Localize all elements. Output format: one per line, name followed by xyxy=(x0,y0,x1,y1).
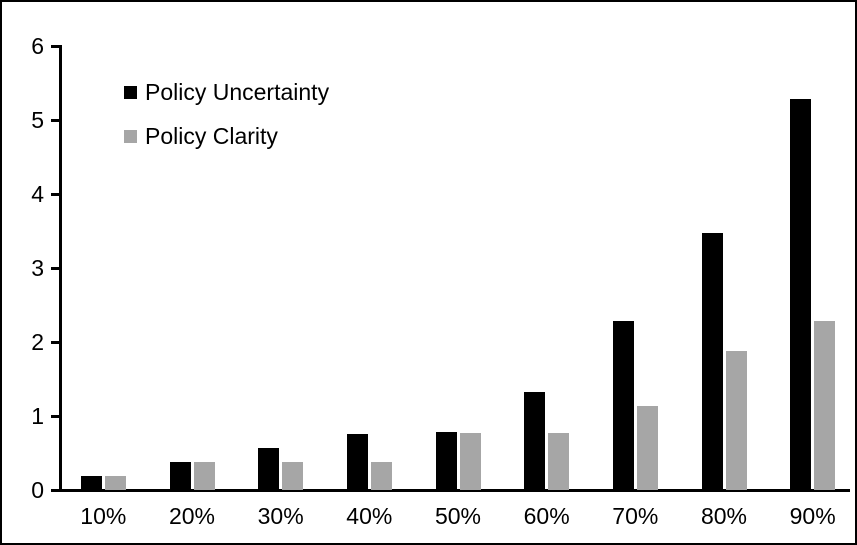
bar-policy-clarity xyxy=(548,433,570,490)
x-axis-tick-label: 20% xyxy=(168,503,215,529)
y-axis-tick-label: 1 xyxy=(31,403,44,429)
y-axis-tick-label: 6 xyxy=(31,33,44,59)
y-axis-tick xyxy=(51,489,59,492)
x-axis-tick-label: 50% xyxy=(434,503,481,529)
x-axis-tick-label: 40% xyxy=(346,503,393,529)
x-axis-tick-label: 10% xyxy=(80,503,127,529)
y-axis-tick-label: 4 xyxy=(31,181,44,207)
y-axis-tick-label: 2 xyxy=(31,329,44,355)
bar-policy-clarity xyxy=(636,405,658,490)
x-axis-tick-label: 60% xyxy=(523,503,570,529)
x-axis-tick-label: 70% xyxy=(612,503,659,529)
bar-policy-uncertainty xyxy=(435,432,457,490)
y-axis-tick xyxy=(51,45,59,48)
bar-policy-clarity xyxy=(814,321,836,490)
bar-policy-clarity xyxy=(725,350,747,490)
x-axis-tick-label: 80% xyxy=(700,503,747,529)
bar-policy-clarity xyxy=(459,433,481,490)
y-axis-tick xyxy=(51,193,59,196)
legend: Policy Uncertainty Policy Clarity xyxy=(124,79,330,168)
legend-swatch-policy-clarity-icon xyxy=(124,130,137,143)
y-axis-tick-label: 5 xyxy=(31,107,44,133)
legend-label-policy-uncertainty: Policy Uncertainty xyxy=(145,79,330,105)
legend-swatch-policy-uncertainty-icon xyxy=(124,86,137,99)
x-axis-line xyxy=(51,489,850,492)
x-axis-tick-label: 90% xyxy=(789,503,836,529)
bar-policy-clarity xyxy=(282,461,304,490)
y-axis-tick xyxy=(51,415,59,418)
y-axis-tick xyxy=(51,341,59,344)
legend-item-policy-uncertainty: Policy Uncertainty xyxy=(124,79,330,105)
legend-item-policy-clarity: Policy Clarity xyxy=(124,123,329,149)
y-axis-tick-label: 3 xyxy=(31,255,44,281)
y-axis-tick xyxy=(51,267,59,270)
bar-policy-clarity xyxy=(370,461,392,490)
bar-policy-uncertainty xyxy=(80,475,102,490)
y-axis-line xyxy=(59,45,62,492)
bar-policy-uncertainty xyxy=(612,320,634,490)
bar-policy-clarity xyxy=(104,475,126,490)
legend-label-policy-clarity: Policy Clarity xyxy=(145,123,278,149)
bar-policy-uncertainty xyxy=(524,392,546,490)
bar-policy-uncertainty xyxy=(258,447,280,490)
bar-policy-clarity xyxy=(193,461,215,490)
x-axis-tick-label: 30% xyxy=(257,503,304,529)
bar-policy-uncertainty xyxy=(169,461,191,490)
y-axis-tick-label: 0 xyxy=(31,477,44,503)
bar-policy-uncertainty xyxy=(346,433,368,490)
bar-policy-uncertainty xyxy=(790,99,812,490)
y-axis-tick xyxy=(51,119,59,122)
bar-policy-uncertainty xyxy=(701,233,723,490)
